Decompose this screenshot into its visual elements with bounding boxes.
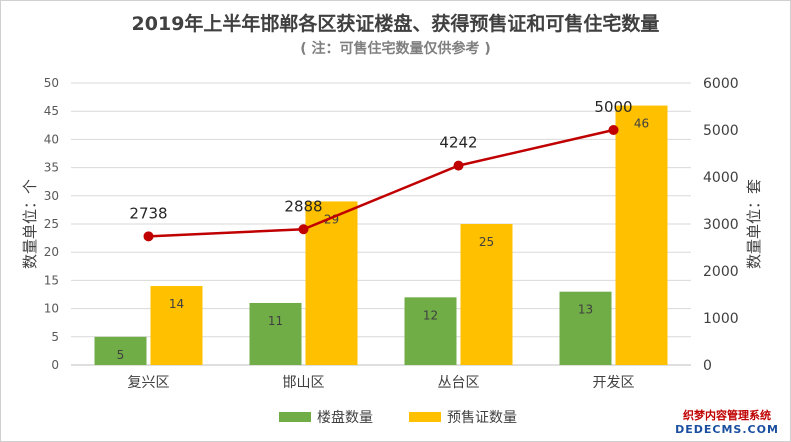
line-data-label: 4242 (439, 134, 477, 152)
y2-tick-label: 5000 (703, 123, 739, 139)
y2-tick-label: 6000 (703, 76, 739, 92)
line-point (298, 224, 309, 235)
line-data-label: 2888 (284, 197, 322, 215)
bar-projects (404, 297, 457, 365)
line-series-units (148, 128, 614, 238)
bar-data-label: 14 (169, 297, 184, 311)
y2-axis-title: 数量单位：套 (745, 179, 763, 269)
y-tick-label: 35 (44, 161, 59, 175)
legend-label: 楼盘数量 (317, 409, 373, 426)
y-tick-label: 10 (44, 302, 59, 316)
y-tick-label: 40 (44, 132, 59, 146)
y2-tick-label: 0 (703, 358, 712, 374)
watermark-line1: 织梦内容管理系统 (683, 409, 771, 422)
y-tick-label: 50 (44, 76, 59, 90)
y2-tick-label: 3000 (703, 217, 739, 233)
bar-permits (150, 286, 203, 365)
y-tick-label: 45 (44, 104, 59, 118)
line-point (453, 160, 464, 171)
y-tick-label: 20 (44, 245, 59, 259)
y-tick-label: 0 (51, 358, 59, 372)
site-watermark: 织梦内容管理系统 DEDECMS.COM (672, 409, 782, 437)
legend-swatch (279, 412, 311, 422)
y-axis-title: 数量单位：个 (21, 179, 39, 269)
legend-swatch (409, 412, 441, 422)
bar-permits (305, 201, 358, 365)
bar-projects (94, 336, 147, 365)
y-tick-label: 5 (51, 330, 59, 344)
bar-projects (249, 302, 302, 365)
y-tick-label: 25 (44, 217, 59, 231)
bar-permits (460, 224, 513, 365)
legend-label: 预售证数量 (447, 410, 517, 426)
line-point (143, 231, 154, 242)
y-tick-label: 30 (44, 189, 59, 203)
x-tick-label: 丛台区 (438, 375, 480, 391)
y-tick-label: 15 (44, 273, 59, 287)
bar-data-label: 12 (423, 308, 438, 322)
chart-title: 2019年上半年邯郸各区获证楼盘、获得预售证和可售住宅数量 (131, 13, 660, 35)
line-data-label: 2738 (129, 204, 167, 222)
bar-data-label: 11 (268, 314, 283, 328)
chart-subtitle: ( 注：可售住宅数量仅供参考 ) (300, 41, 491, 57)
y2-tick-label: 1000 (703, 311, 739, 327)
x-tick-label: 复兴区 (128, 374, 170, 391)
x-tick-label: 开发区 (593, 375, 635, 391)
bar-data-label: 5 (117, 348, 125, 362)
line-point (608, 125, 619, 135)
line-data-label: 5000 (594, 98, 632, 116)
watermark-line2: DEDECMS.COM (675, 423, 779, 436)
bar-data-label: 46 (634, 117, 649, 131)
bar-data-label: 13 (578, 303, 593, 317)
bar-permits (615, 105, 668, 365)
x-tick-label: 邯山区 (283, 375, 325, 391)
bar-projects (559, 291, 612, 365)
bar-data-label: 25 (479, 235, 494, 249)
y2-tick-label: 2000 (703, 264, 739, 280)
y2-tick-label: 4000 (703, 170, 739, 186)
